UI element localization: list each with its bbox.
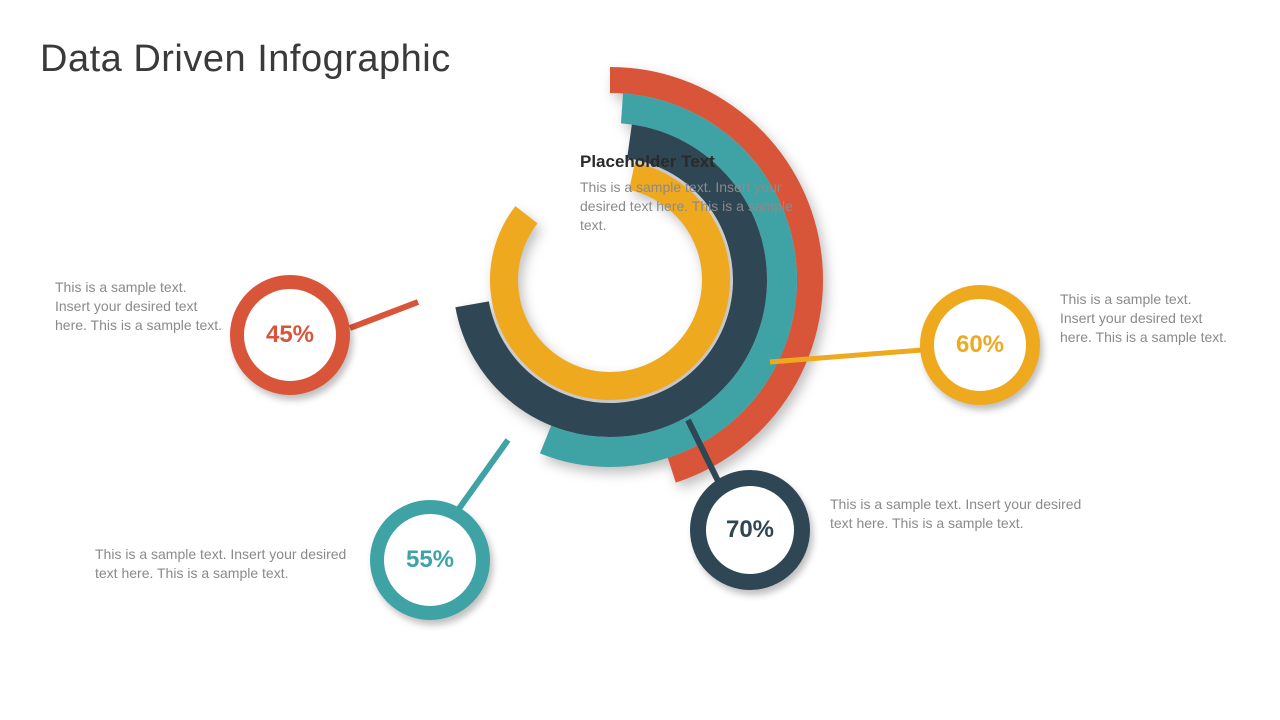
radial-arc-chart xyxy=(395,60,835,500)
bubble-desc-teal: This is a sample text. Insert your desir… xyxy=(95,545,355,583)
center-body: This is a sample text. Insert your desir… xyxy=(580,178,810,235)
bubble-orange: 45% xyxy=(230,275,350,395)
bubble-teal: 55% xyxy=(370,500,490,620)
bubble-desc-orange: This is a sample text. Insert your desir… xyxy=(55,278,225,335)
center-text-block: Placeholder Text This is a sample text. … xyxy=(580,152,810,235)
page-title: Data Driven Infographic xyxy=(40,38,451,81)
bubble-yellow: 60% xyxy=(920,285,1040,405)
bubble-value-yellow: 60% xyxy=(956,331,1004,359)
bubble-desc-yellow: This is a sample text. Insert your desir… xyxy=(1060,290,1230,347)
bubble-value-orange: 45% xyxy=(266,321,314,349)
bubble-desc-navy: This is a sample text. Insert your desir… xyxy=(830,495,1090,533)
bubble-value-navy: 70% xyxy=(726,516,774,544)
bubble-value-teal: 55% xyxy=(406,546,454,574)
bubble-navy: 70% xyxy=(690,470,810,590)
center-heading: Placeholder Text xyxy=(580,152,810,172)
slide: Data Driven Infographic Placeholder Text… xyxy=(0,0,1280,720)
